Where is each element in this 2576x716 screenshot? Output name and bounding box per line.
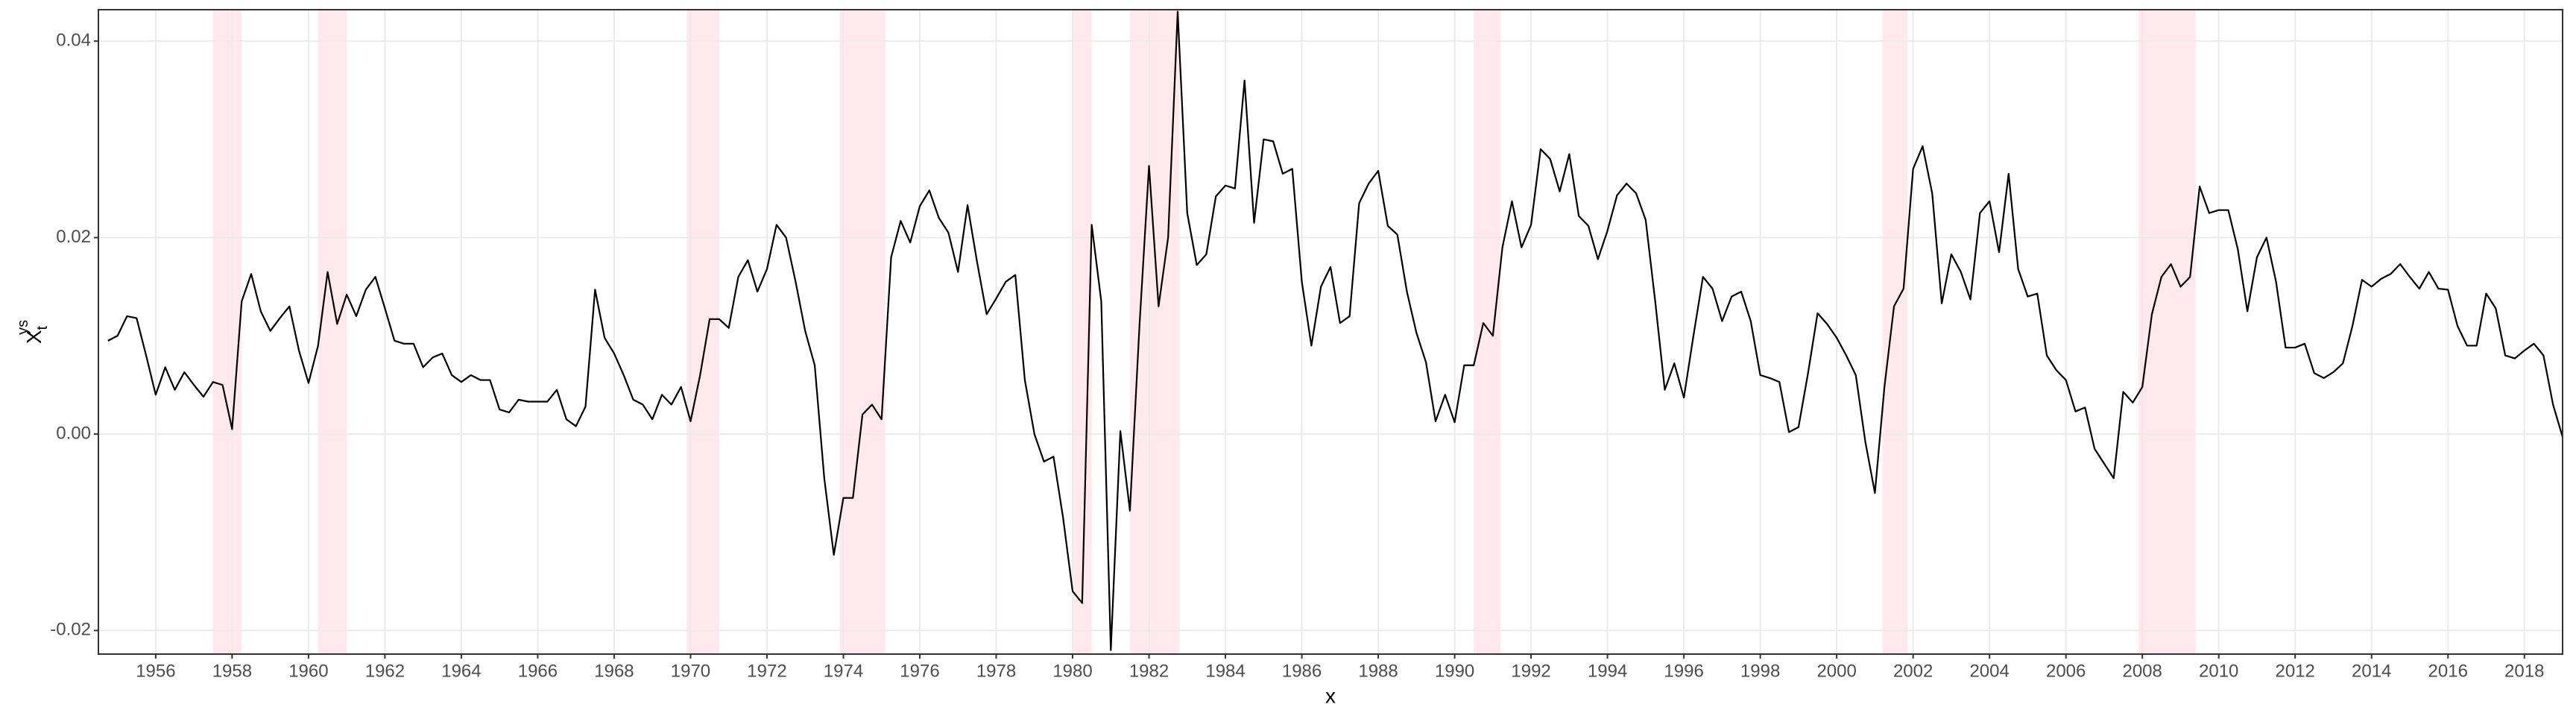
x-tick-label: 1992 (1511, 661, 1550, 681)
x-tick-label: 1996 (1664, 661, 1703, 681)
x-tick-label: 1978 (976, 661, 1016, 681)
x-tick-label: 1994 (1588, 661, 1627, 681)
x-tick-label: 1970 (671, 661, 710, 681)
y-axis-title-sub: t (34, 325, 51, 330)
y-tick-label: -0.02 (50, 620, 91, 640)
recession-shade (1474, 10, 1501, 654)
x-tick-label: 1986 (1282, 661, 1322, 681)
x-tick-label: 1968 (594, 661, 634, 681)
x-tick-label: 2014 (2352, 661, 2391, 681)
x-tick-label: 2006 (2046, 661, 2086, 681)
x-tick-label: 1958 (212, 661, 252, 681)
x-tick-label: 1990 (1435, 661, 1474, 681)
shade-layer (212, 10, 2196, 654)
recession-shade (1129, 10, 1180, 654)
x-tick-label: 1998 (1740, 661, 1780, 681)
y-axis-title: Xtys (15, 320, 51, 344)
x-tick-label: 2000 (1816, 661, 1856, 681)
series-line (107, 10, 2563, 651)
x-tick-label: 2012 (2276, 661, 2315, 681)
x-tick-label: 1984 (1205, 661, 1245, 681)
x-tick-label: 1972 (747, 661, 786, 681)
recession-shade (686, 10, 719, 654)
x-tick-label: 1956 (136, 661, 175, 681)
recession-shade (212, 10, 242, 654)
x-tick-label: 1960 (288, 661, 328, 681)
x-tick-label: 2016 (2428, 661, 2468, 681)
grid-layer (98, 10, 2563, 654)
recession-shade (839, 10, 886, 654)
x-tick-label: 1976 (900, 661, 939, 681)
x-tick-label: 1966 (518, 661, 558, 681)
x-tick-label: 2008 (2122, 661, 2162, 681)
y-axis-title-group: Xtys (15, 320, 51, 344)
x-tick-label: 2002 (1893, 661, 1933, 681)
x-tick-label: 1980 (1052, 661, 1092, 681)
panel-border (98, 9, 2563, 655)
x-tick-label: 1988 (1358, 661, 1398, 681)
y-tick-label: 0.04 (56, 30, 91, 50)
x-axis-title: x (1325, 684, 1336, 707)
y-tick-label: 0.02 (56, 227, 91, 247)
recession-shade (1882, 10, 1907, 654)
y-tick-label: 0.00 (56, 423, 91, 443)
x-tick-label: 1962 (365, 661, 405, 681)
recession-shade (2138, 10, 2196, 654)
y-axis-title-main: X (22, 330, 45, 344)
x-tick-label: 1964 (441, 661, 481, 681)
x-tick-label: 2018 (2504, 661, 2544, 681)
recession-shade (318, 10, 347, 654)
x-tick-label: 1974 (824, 661, 863, 681)
label-layer: 1956 1958 1960 1962 1964 1966 1968 1970 1972 1974… (50, 30, 2544, 681)
x-tick-label: 2004 (1969, 661, 2009, 681)
y-axis-title-sup: ys (15, 320, 31, 335)
x-tick-label: 1982 (1129, 661, 1169, 681)
line-layer (107, 10, 2563, 651)
x-tick-label: 2010 (2199, 661, 2238, 681)
